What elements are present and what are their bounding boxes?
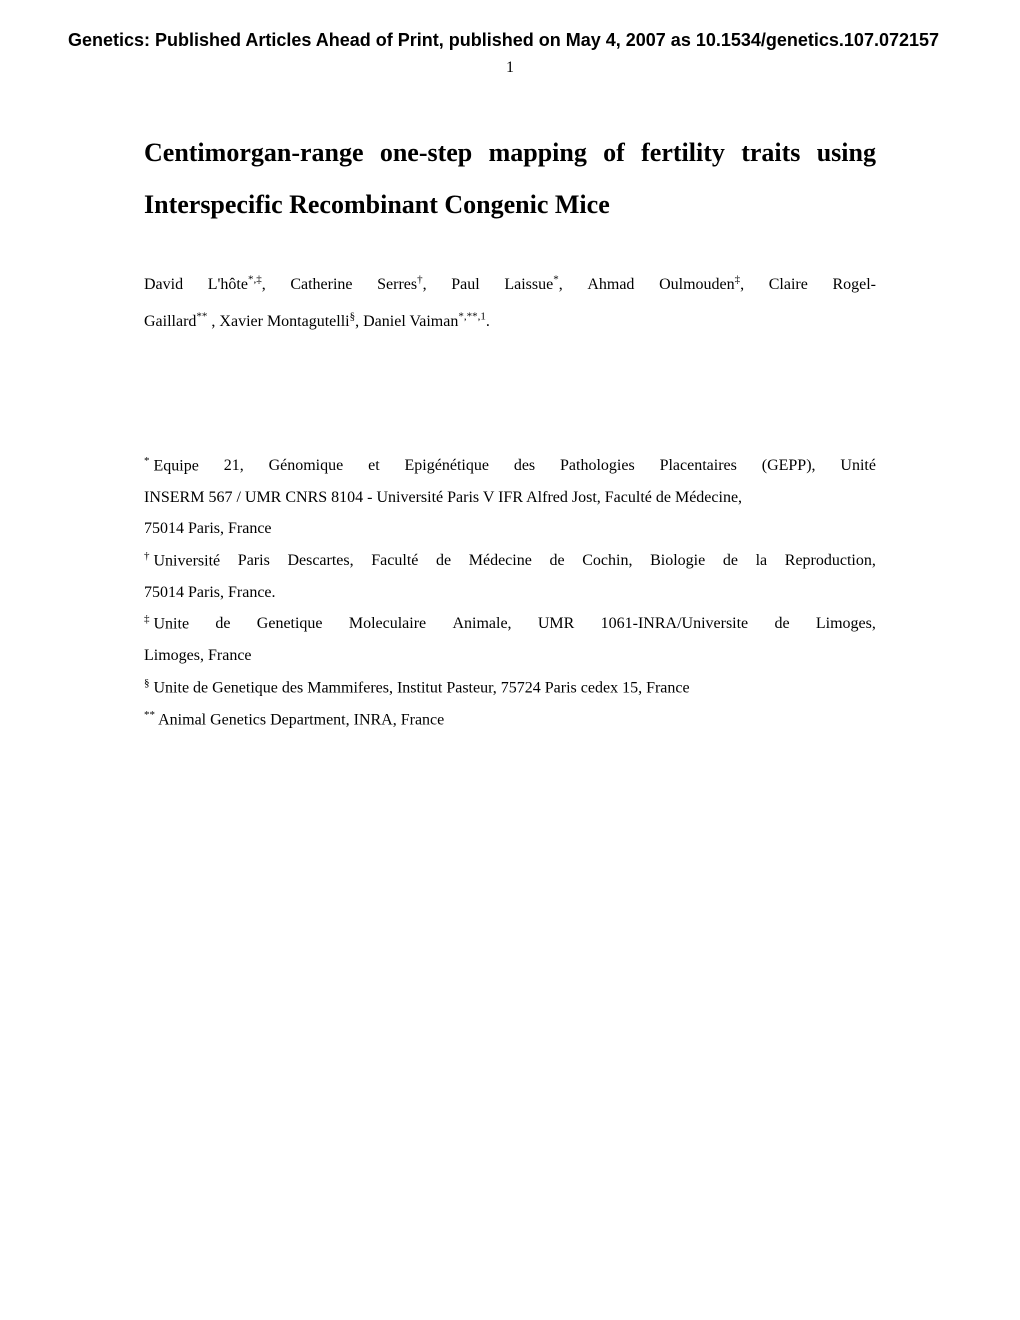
title-word: of [603, 127, 625, 179]
affiliation-word: de [723, 546, 738, 576]
author-fragment: David [144, 267, 183, 304]
affiliation-word: Unité [840, 451, 876, 481]
affiliation-word: UMR [538, 609, 574, 639]
title-line-2: Interspecific Recombinant Congenic Mice [144, 179, 876, 231]
author-fragment: Ahmad [587, 267, 634, 304]
title-word: mapping [489, 127, 587, 179]
author-fragment: Laissue*, [504, 267, 562, 304]
affiliation-word: la [756, 546, 768, 576]
affiliation-word: de [549, 546, 564, 576]
affiliation-word: † Université [144, 546, 220, 576]
affiliation-word: Descartes, [287, 546, 353, 576]
affiliation-word: de [774, 609, 789, 639]
affiliation-line: INSERM 567 / UMR CNRS 8104 - Université … [144, 483, 876, 513]
affiliation-word: Epigénétique [405, 451, 489, 481]
authors-line-2: Gaillard** , Xavier Montagutelli§, Danie… [144, 304, 876, 341]
affiliation-line: Limoges, France [144, 641, 876, 671]
page-content: Centimorgan-range one-step mapping of fertil… [0, 127, 1020, 735]
affiliation-word: Limoges, [816, 609, 876, 639]
affiliation-word: Moleculaire [349, 609, 426, 639]
affiliation-line: 75014 Paris, France. [144, 578, 876, 608]
author-fragment: Rogel- [832, 267, 876, 304]
author-fragment: Paul [451, 267, 479, 304]
author-fragment: Catherine [290, 267, 352, 304]
page-number: 1 [0, 59, 1020, 77]
affiliation-word: Faculté [371, 546, 418, 576]
affiliation-line: † Université Paris Descartes, Faculté de Méde… [144, 546, 876, 576]
affiliation-line: § Unite de Genetique des Mammiferes, Ins… [144, 673, 876, 703]
affiliation-word: Cochin, [582, 546, 632, 576]
affiliation-word: Reproduction, [785, 546, 876, 576]
affiliation-word: de [436, 546, 451, 576]
title-word: Centimorgan-range [144, 127, 364, 179]
title-word: traits [741, 127, 800, 179]
affiliation-word: Pathologies [560, 451, 635, 481]
title-word: one-step [380, 127, 472, 179]
affiliation-word: Médecine [469, 546, 532, 576]
affiliation-word: des [514, 451, 535, 481]
article-title: Centimorgan-range one-step mapping of fertil… [144, 127, 876, 231]
affiliation-word: ‡ Unite [144, 609, 189, 639]
affiliation-word: de [215, 609, 230, 639]
title-word: using [817, 127, 876, 179]
affiliation-word: Biologie [650, 546, 705, 576]
affiliation-word: Génomique [269, 451, 344, 481]
title-word: fertility [641, 127, 725, 179]
affiliation-word: Animale, [452, 609, 511, 639]
author-fragment: Claire [769, 267, 808, 304]
affiliation-word: et [368, 451, 380, 481]
author-fragment: L'hôte*,‡, [208, 267, 266, 304]
affiliations-block: * Equipe 21, Génomique et Epigénétique des Pat… [144, 451, 876, 735]
affiliation-word: 1061-INRA/Universite [601, 609, 749, 639]
author-fragment: Serres†, [377, 267, 426, 304]
affiliation-line: ‡ Unite de Genetique Moleculaire Animale, UMR… [144, 609, 876, 639]
publication-banner: Genetics: Published Articles Ahead of Pr… [0, 30, 1020, 51]
author-fragment: Oulmouden‡, [659, 267, 744, 304]
affiliation-word: Paris [238, 546, 270, 576]
affiliation-line: ** Animal Genetics Department, INRA, Fra… [144, 705, 876, 735]
authors-line-1: David L'hôte*,‡, Catherine Serres†, Paul… [144, 267, 876, 304]
affiliation-word: 21, [224, 451, 244, 481]
affiliation-line: 75014 Paris, France [144, 514, 876, 544]
title-line-1: Centimorgan-range one-step mapping of fertil… [144, 127, 876, 179]
affiliation-word: Placentaires [660, 451, 737, 481]
author-list: David L'hôte*,‡, Catherine Serres†, Paul… [144, 267, 876, 341]
affiliation-word: * Equipe [144, 451, 199, 481]
affiliation-word: (GEPP), [762, 451, 816, 481]
affiliation-word: Genetique [257, 609, 323, 639]
affiliation-line: * Equipe 21, Génomique et Epigénétique des Pat… [144, 451, 876, 481]
